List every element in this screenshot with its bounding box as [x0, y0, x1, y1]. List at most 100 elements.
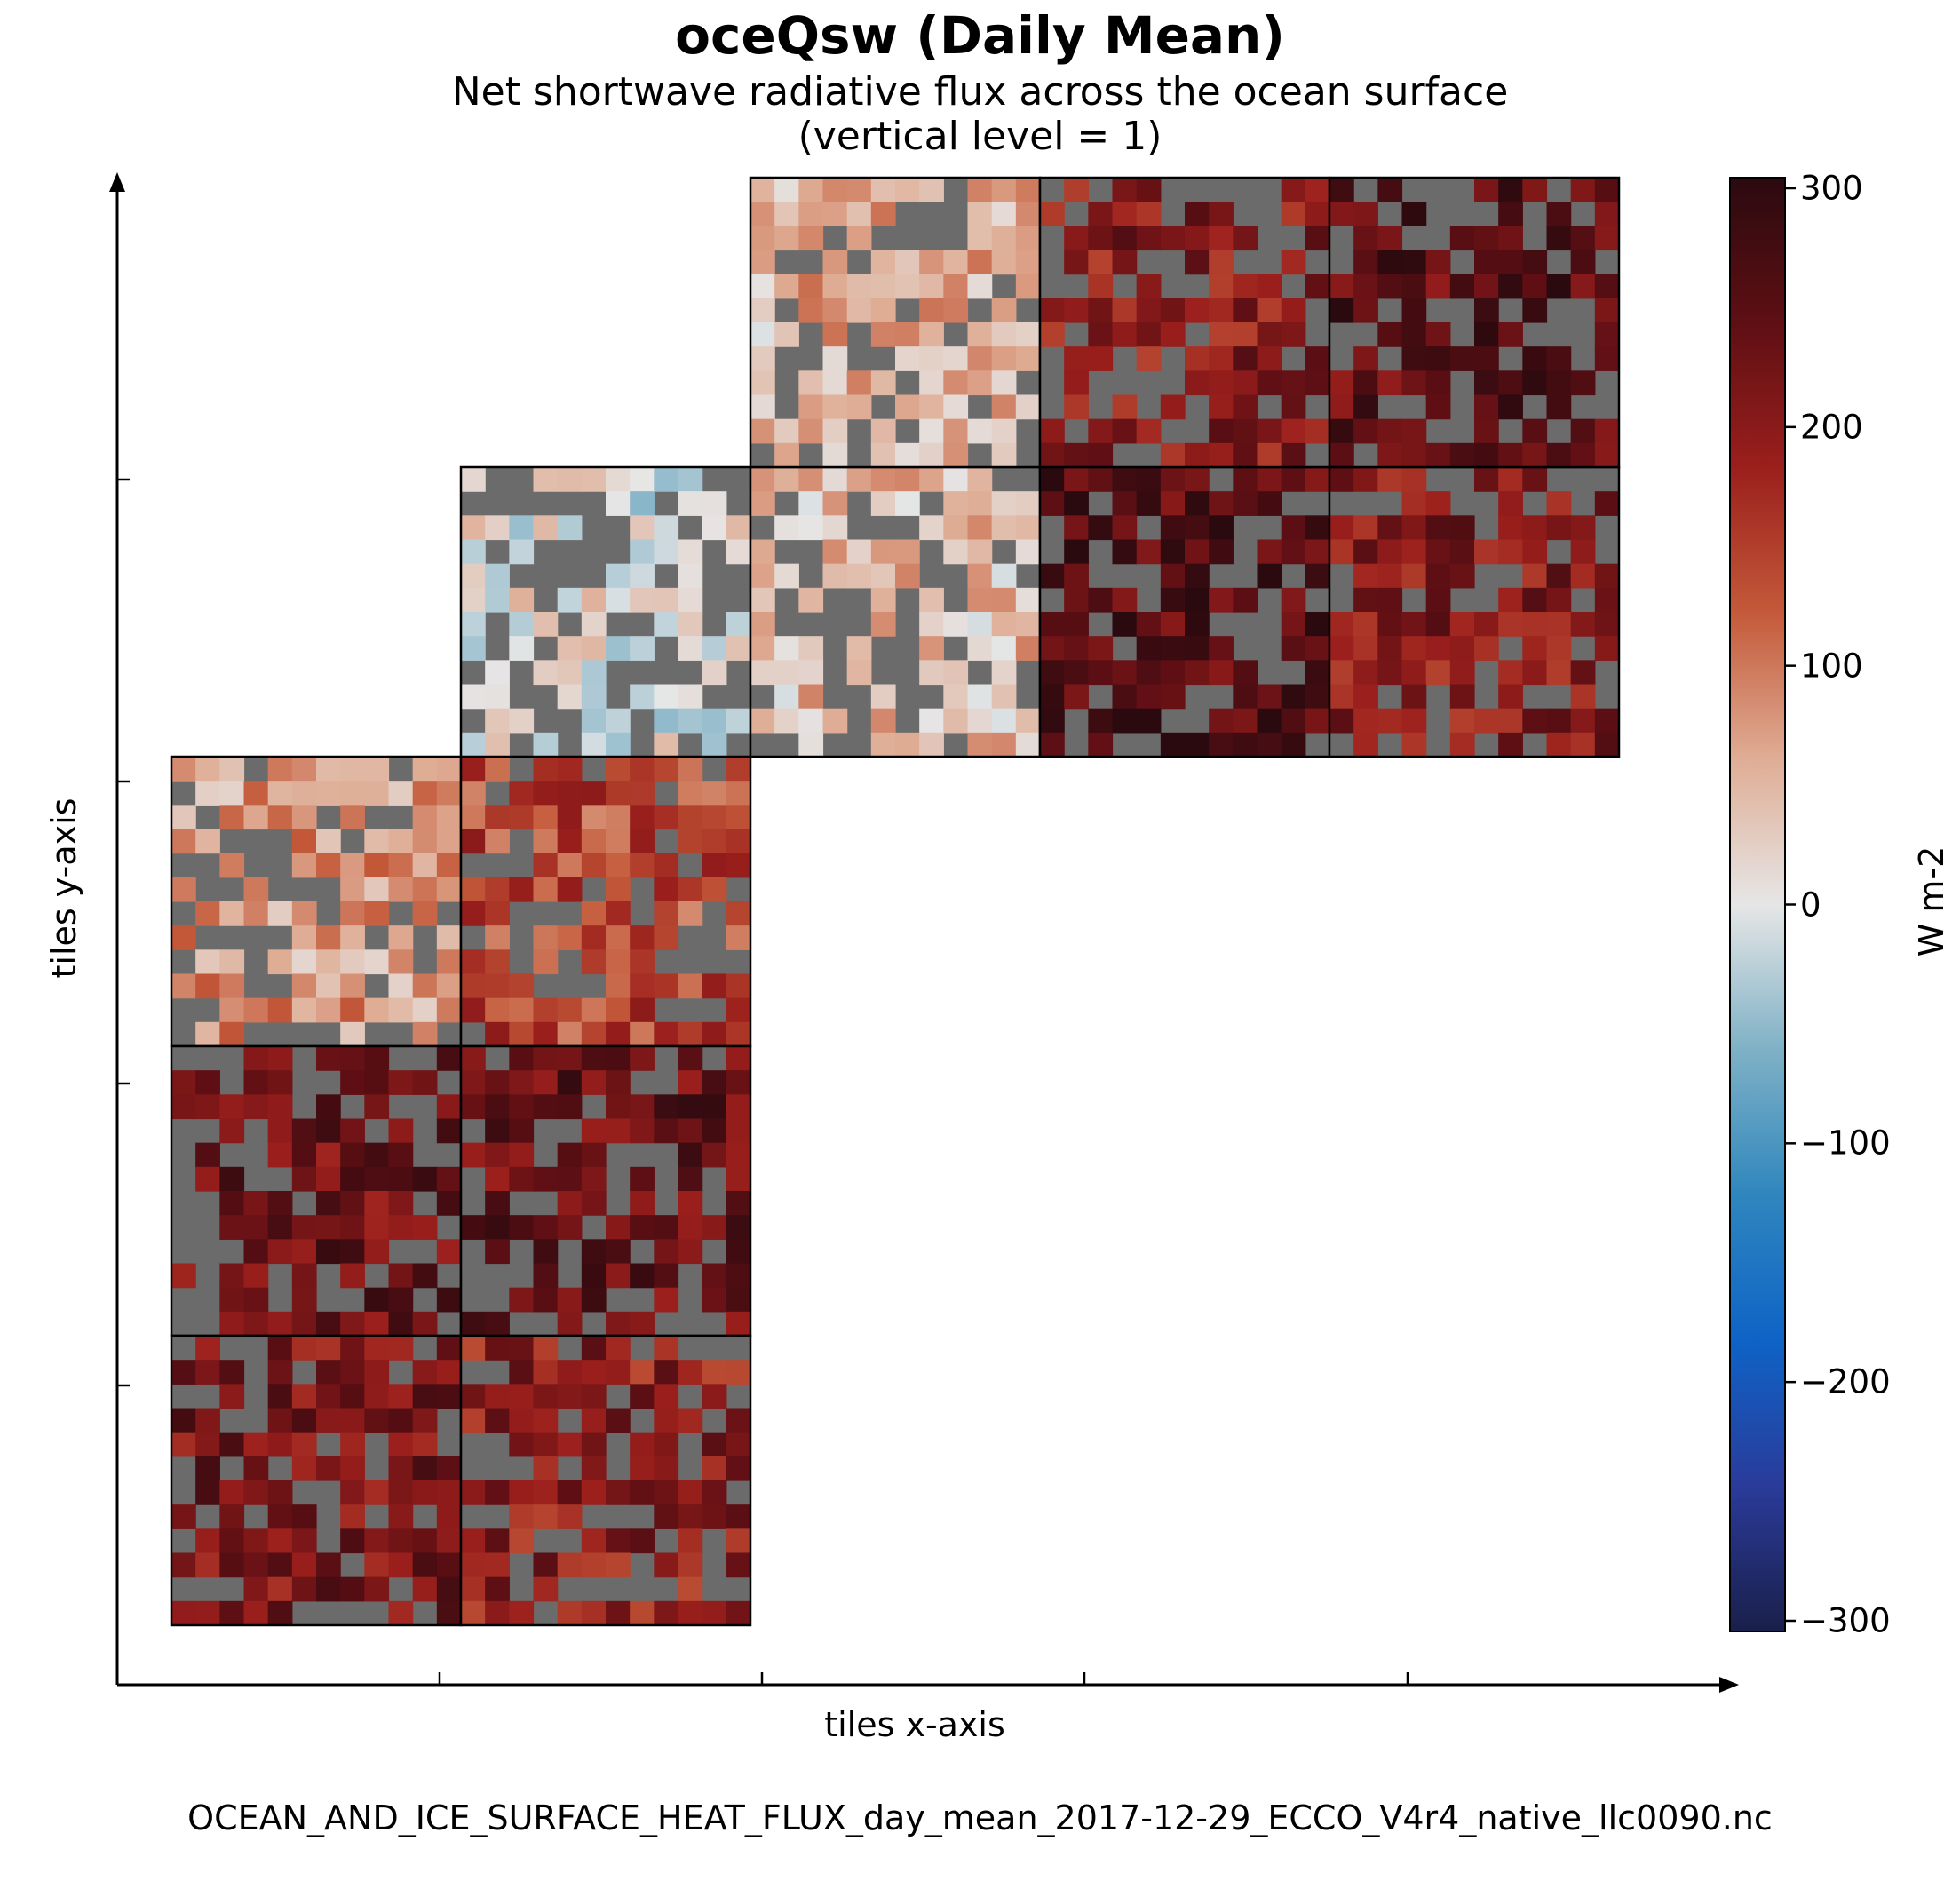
tile-cell	[1015, 612, 1041, 637]
tile-cell	[388, 781, 414, 806]
tile-cell	[654, 1094, 679, 1120]
tile-cell	[171, 1432, 196, 1457]
tile-cell	[316, 1552, 341, 1578]
tile-cell	[726, 708, 751, 734]
tile-cell	[509, 1432, 535, 1457]
tile-cell	[870, 612, 896, 637]
tile-cell	[654, 684, 679, 710]
tile-cell	[870, 178, 896, 202]
tile-cell	[316, 1215, 341, 1240]
tile-cell	[654, 805, 679, 830]
tile-cell	[316, 1408, 341, 1433]
tile-cell	[461, 757, 486, 782]
tile-cell	[581, 1456, 607, 1481]
tile-cell	[1474, 250, 1499, 275]
tile-cell	[412, 1263, 438, 1289]
tile-cell	[726, 757, 751, 782]
tile-cell	[1449, 708, 1475, 734]
tile-cell	[364, 781, 390, 806]
tile-cell	[726, 1263, 751, 1289]
tile-cell	[1088, 202, 1114, 226]
tile-cell	[581, 853, 607, 878]
tile-cell	[412, 757, 438, 782]
tile-cell	[870, 370, 896, 396]
tile-cell	[436, 1046, 462, 1071]
tile-cell	[291, 1432, 317, 1457]
tile-cell	[678, 563, 703, 589]
tile-cell	[436, 1528, 462, 1554]
tile-cell	[581, 1118, 607, 1144]
tile-cell	[509, 1384, 535, 1409]
tile-cell	[557, 1432, 583, 1457]
tile-cell	[1353, 708, 1378, 734]
tile-cell	[1040, 612, 1065, 637]
tile-cell	[702, 781, 727, 806]
tile-cell	[533, 1432, 559, 1457]
tile-cell	[702, 877, 727, 902]
tile-cell	[412, 1021, 438, 1047]
tile-cell	[509, 1287, 535, 1313]
tile-cell	[364, 1239, 390, 1265]
tile-cell	[1040, 298, 1065, 323]
tile-cell	[364, 757, 390, 782]
tile-cell	[388, 1432, 414, 1457]
tile-cell	[1522, 418, 1548, 444]
tile-cell	[630, 805, 655, 830]
tile-cell	[291, 1118, 317, 1144]
tile-cell	[726, 1094, 751, 1120]
tile-cell	[291, 829, 317, 854]
tile-cell	[533, 1408, 559, 1433]
colorbar-label: W m-2	[1912, 845, 1951, 957]
tile-cell	[750, 370, 775, 396]
tile-cell	[316, 1191, 341, 1216]
tile-cell	[195, 901, 220, 926]
tile-cell	[340, 1504, 365, 1529]
tile-cell	[1498, 515, 1523, 541]
tile-cell	[267, 1118, 293, 1144]
tile-cell	[1015, 515, 1041, 541]
tile-cell	[1136, 467, 1162, 492]
tile-cell	[1377, 418, 1403, 444]
tile-cell	[195, 1070, 220, 1095]
tile-cell	[533, 1166, 559, 1192]
tile-cell	[219, 1480, 245, 1505]
tile-cell	[822, 322, 848, 347]
tile-cell	[1209, 322, 1234, 347]
tile-cell	[1281, 539, 1306, 565]
tile-cell	[485, 973, 510, 999]
tile-cell	[726, 997, 751, 1023]
tile-cell	[991, 370, 1017, 396]
tile-cell	[485, 1336, 510, 1361]
tile-cell	[291, 1287, 317, 1313]
tile-cell	[1112, 660, 1138, 686]
tile-cell	[364, 1215, 390, 1240]
tile-cell	[702, 1287, 727, 1313]
tile-cell	[388, 1118, 414, 1144]
tile-cell	[364, 1166, 390, 1192]
tile-cell	[726, 1432, 751, 1457]
tile-cell	[1136, 298, 1162, 323]
tile-cell	[1570, 684, 1596, 710]
tile-cell	[461, 467, 486, 492]
tile-cell	[1160, 660, 1186, 686]
tile-cell	[485, 949, 510, 975]
tile-cell	[630, 1021, 655, 1047]
tile-cell	[870, 539, 896, 565]
tile-cell	[267, 757, 293, 782]
tile-cell	[436, 757, 462, 782]
tile-cell	[340, 1311, 365, 1337]
tile-cell	[1112, 467, 1138, 492]
tile-cell	[678, 539, 703, 565]
tile-cell	[195, 1552, 220, 1578]
tile-cell	[340, 1142, 365, 1168]
tile-cell	[1064, 178, 1089, 202]
tile-cell	[1185, 539, 1210, 565]
tile-cell	[798, 587, 824, 613]
tile-cell	[678, 1166, 703, 1192]
tile-cell	[798, 202, 824, 226]
tile-cell	[1594, 202, 1620, 226]
tile-cell	[219, 1504, 245, 1529]
tile-cell	[291, 1166, 317, 1192]
chart-subtitle-line-1: Net shortwave radiative flux across the …	[451, 69, 1509, 115]
tile-cell	[630, 1263, 655, 1289]
